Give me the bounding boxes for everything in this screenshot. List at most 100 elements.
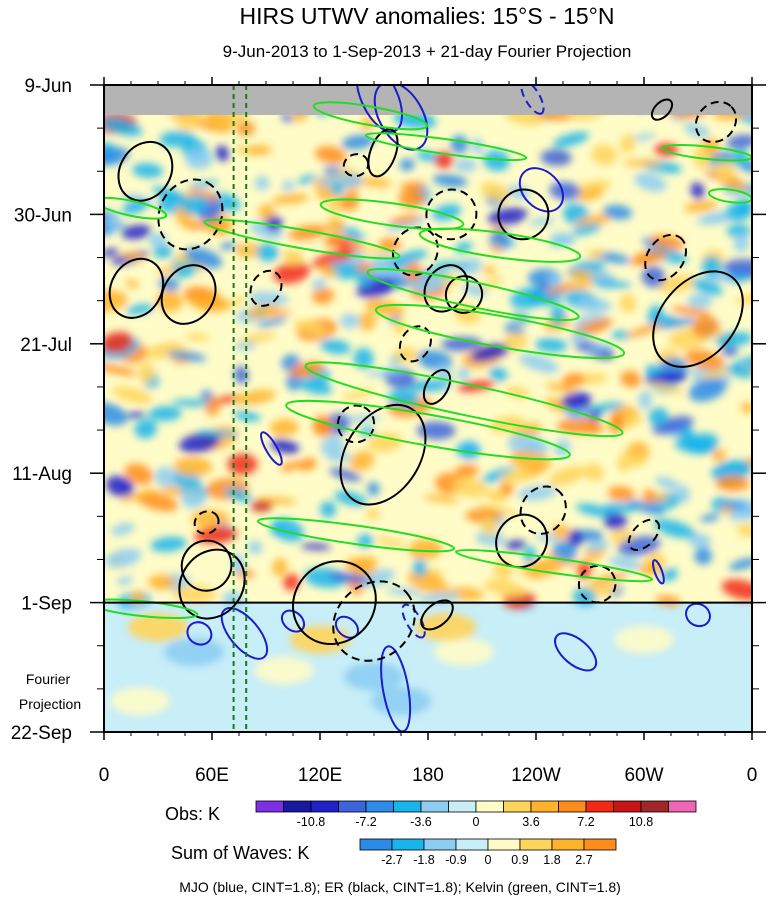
anomaly-blob bbox=[480, 182, 511, 202]
anomaly-blob bbox=[671, 306, 712, 317]
anomaly-blob bbox=[741, 401, 752, 414]
anomaly-blob bbox=[715, 332, 752, 347]
anomaly-blob bbox=[583, 344, 614, 354]
anomaly-blob bbox=[185, 148, 214, 170]
contour-mjo bbox=[518, 167, 564, 213]
anomaly-blob bbox=[408, 539, 443, 560]
anomaly-blob bbox=[452, 477, 488, 498]
anomaly-blob bbox=[561, 391, 592, 410]
anomaly-blob bbox=[585, 540, 610, 552]
anomaly-blob bbox=[674, 437, 717, 455]
anomaly-blob bbox=[283, 573, 300, 591]
anomaly-blob bbox=[104, 402, 128, 426]
anomaly-blob bbox=[234, 365, 249, 384]
anomaly-blob bbox=[248, 291, 289, 306]
projection-label-line-1: Fourier bbox=[26, 671, 71, 687]
projection-blob bbox=[524, 674, 584, 703]
colorbar-tick-label: -0.9 bbox=[445, 853, 467, 867]
contour-er bbox=[519, 485, 567, 535]
anomaly-blob bbox=[575, 214, 612, 228]
colorbar-swatch bbox=[423, 838, 457, 851]
anomaly-blob bbox=[483, 150, 510, 172]
contour-er bbox=[367, 128, 399, 178]
anomaly-blob bbox=[648, 381, 685, 394]
contour-kelvin bbox=[312, 101, 429, 131]
x-tick-label: 180 bbox=[412, 765, 444, 786]
contour-er bbox=[422, 369, 452, 405]
anomaly-blob bbox=[687, 293, 713, 309]
anomaly-blob bbox=[698, 370, 732, 379]
anomaly-blob bbox=[300, 543, 331, 550]
anomaly-blob bbox=[552, 541, 577, 563]
anomaly-blob bbox=[190, 295, 230, 313]
anomaly-blob bbox=[297, 458, 317, 471]
anomaly-blob bbox=[342, 415, 382, 422]
anomaly-blob bbox=[620, 370, 642, 388]
y-axis-tick-labels: 9-Jun 30-Jun 21-Jul 11-Aug 1-Sep 22-Sep bbox=[11, 76, 72, 744]
anomaly-blob bbox=[504, 540, 527, 550]
colorbar-swatch bbox=[585, 800, 614, 813]
y-tick-label: 30-Jun bbox=[14, 205, 72, 226]
anomaly-blob bbox=[638, 390, 653, 410]
contour-er bbox=[160, 264, 217, 325]
anomaly-blob bbox=[487, 490, 505, 503]
contour-er bbox=[495, 513, 549, 569]
contour-kelvin bbox=[454, 549, 654, 583]
anomaly-blob bbox=[482, 265, 497, 275]
anomaly-blob bbox=[742, 160, 752, 173]
anomaly-blob bbox=[386, 587, 422, 597]
anomaly-blob bbox=[588, 402, 625, 413]
anomaly-blob bbox=[326, 218, 345, 233]
anomaly-blob bbox=[349, 451, 375, 471]
projection-label: Fourier Projection bbox=[19, 671, 81, 712]
contour-kelvin bbox=[364, 132, 528, 162]
obs-colorbar bbox=[255, 800, 697, 813]
anomaly-blob bbox=[224, 487, 253, 502]
contour-kelvin bbox=[319, 198, 465, 231]
waves-colorbar-tick-labels: -2.7 -1.8 -0.9 0 0.9 1.8 2.7 bbox=[381, 853, 593, 867]
contour-er bbox=[193, 510, 220, 535]
anomaly-blob bbox=[619, 134, 636, 154]
projection-blob bbox=[344, 662, 404, 691]
anomaly-blob bbox=[148, 406, 182, 421]
contour-mjo bbox=[186, 621, 213, 646]
anomaly-blob bbox=[721, 346, 739, 357]
anomaly-blob bbox=[104, 363, 138, 376]
anomaly-blob bbox=[500, 468, 537, 483]
anomaly-blob bbox=[173, 456, 213, 477]
colorbar-swatch bbox=[475, 800, 504, 813]
anomaly-blob bbox=[721, 500, 750, 510]
anomaly-blob bbox=[282, 180, 295, 192]
anomaly-blob bbox=[625, 324, 663, 338]
contour-kelvin bbox=[285, 399, 571, 461]
anomaly-blob bbox=[153, 245, 173, 259]
anomaly-blob bbox=[626, 500, 665, 515]
colorbar-swatch bbox=[519, 838, 553, 851]
chart-subtitle: 9-Jun-2013 to 1-Sep-2013 + 21-day Fourie… bbox=[223, 42, 632, 61]
colorbar-swatch bbox=[391, 838, 425, 851]
colorbar-tick-label: 0 bbox=[485, 853, 492, 867]
anomaly-blob bbox=[544, 284, 574, 294]
contour-mjo bbox=[520, 85, 545, 115]
anomaly-blob bbox=[126, 411, 146, 419]
anomaly-blob bbox=[736, 523, 752, 538]
anomaly-blob bbox=[346, 556, 378, 573]
anomaly-blob bbox=[272, 558, 288, 577]
anomaly-blob bbox=[733, 234, 750, 253]
anomaly-blob bbox=[339, 192, 360, 211]
anomaly-blob bbox=[706, 214, 730, 223]
plot-area bbox=[104, 85, 752, 732]
anomaly-blob bbox=[578, 187, 604, 202]
anomaly-blob bbox=[690, 182, 705, 200]
anomaly-blob bbox=[471, 137, 484, 155]
contour-er bbox=[339, 403, 427, 506]
anomaly-blob bbox=[339, 313, 360, 329]
anomaly-blob bbox=[549, 232, 574, 246]
x-tick-label: 120W bbox=[511, 765, 561, 786]
colorbar-swatch bbox=[359, 838, 393, 851]
anomaly-blob bbox=[137, 362, 155, 384]
anomaly-blob bbox=[236, 121, 255, 136]
contour-er bbox=[108, 257, 165, 319]
colorbar-tick-label: 7.2 bbox=[577, 815, 594, 829]
contour-mjo bbox=[401, 603, 426, 639]
